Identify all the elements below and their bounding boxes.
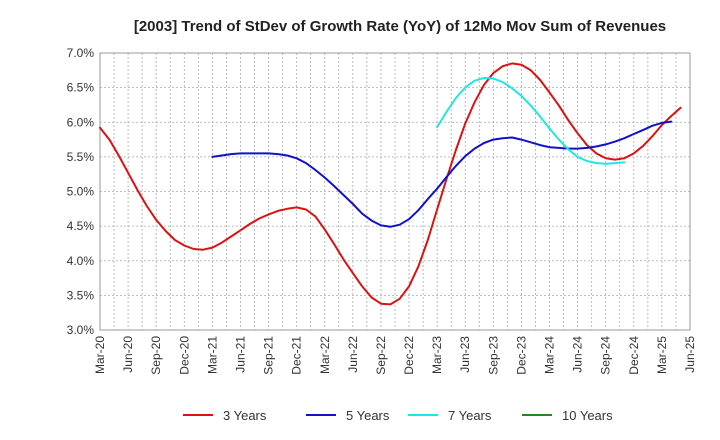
x-tick-label: Sep-21	[262, 336, 276, 375]
x-tick-label: Jun-24	[571, 336, 585, 373]
gridlines	[99, 52, 691, 331]
y-tick-label: 3.0%	[67, 323, 95, 337]
x-tick-label: Jun-20	[121, 336, 135, 373]
x-tick-label: Sep-23	[486, 336, 500, 375]
y-tick-label: 3.5%	[67, 288, 95, 302]
legend-label-3-years: 3 Years	[223, 408, 267, 423]
x-tick-label: Mar-25	[655, 336, 669, 374]
chart-title: [2003] Trend of StDev of Growth Rate (Yo…	[134, 18, 666, 35]
y-tick-label: 4.5%	[67, 219, 95, 233]
x-tick-label: Mar-23	[430, 336, 444, 374]
x-tick-label: Sep-20	[149, 336, 163, 375]
series-lines	[99, 62, 682, 306]
y-tick-label: 5.5%	[67, 150, 95, 164]
x-tick-label: Dec-22	[402, 336, 416, 375]
legend-label-10-years: 10 Years	[562, 408, 613, 423]
y-tick-label: 4.0%	[67, 254, 95, 268]
series-line-5-years	[211, 120, 673, 228]
y-tick-label: 7.0%	[67, 46, 95, 60]
series-line-7-years	[436, 76, 626, 165]
plot-area	[99, 52, 691, 331]
x-tick-label: Dec-21	[290, 336, 304, 375]
series-line-3-years	[99, 62, 682, 306]
x-tick-label: Mar-20	[93, 336, 107, 374]
x-tick-label: Dec-20	[177, 336, 191, 375]
y-axis: 3.0% 3.5% 4.0% 4.5% 5.0% 5.5% 6.0% 6.5% 7.0%	[67, 46, 95, 337]
y-tick-label: 6.5%	[67, 81, 95, 95]
x-tick-label: Jun-21	[233, 336, 247, 373]
x-tick-label: Jun-22	[346, 336, 360, 373]
x-tick-label: Dec-24	[627, 336, 641, 375]
x-tick-label: Mar-22	[318, 336, 332, 374]
x-tick-label: Mar-24	[543, 336, 557, 374]
y-tick-label: 5.0%	[67, 185, 95, 199]
legend-label-7-years: 7 Years	[448, 408, 492, 423]
x-tick-label: Jun-25	[683, 336, 697, 373]
x-axis: Mar-20 Jun-20 Sep-20 Dec-20 Mar-21 Jun-21 Sep-…	[93, 336, 697, 375]
legend: 3 Years 5 Years 7 Years 10 Years	[183, 408, 613, 423]
x-tick-label: Sep-24	[599, 336, 613, 375]
x-tick-label: Jun-23	[458, 336, 472, 373]
x-tick-label: Dec-23	[514, 336, 528, 375]
x-tick-label: Sep-22	[374, 336, 388, 375]
y-tick-label: 6.0%	[67, 115, 95, 129]
x-tick-label: Mar-21	[205, 336, 219, 374]
legend-label-5-years: 5 Years	[346, 408, 390, 423]
